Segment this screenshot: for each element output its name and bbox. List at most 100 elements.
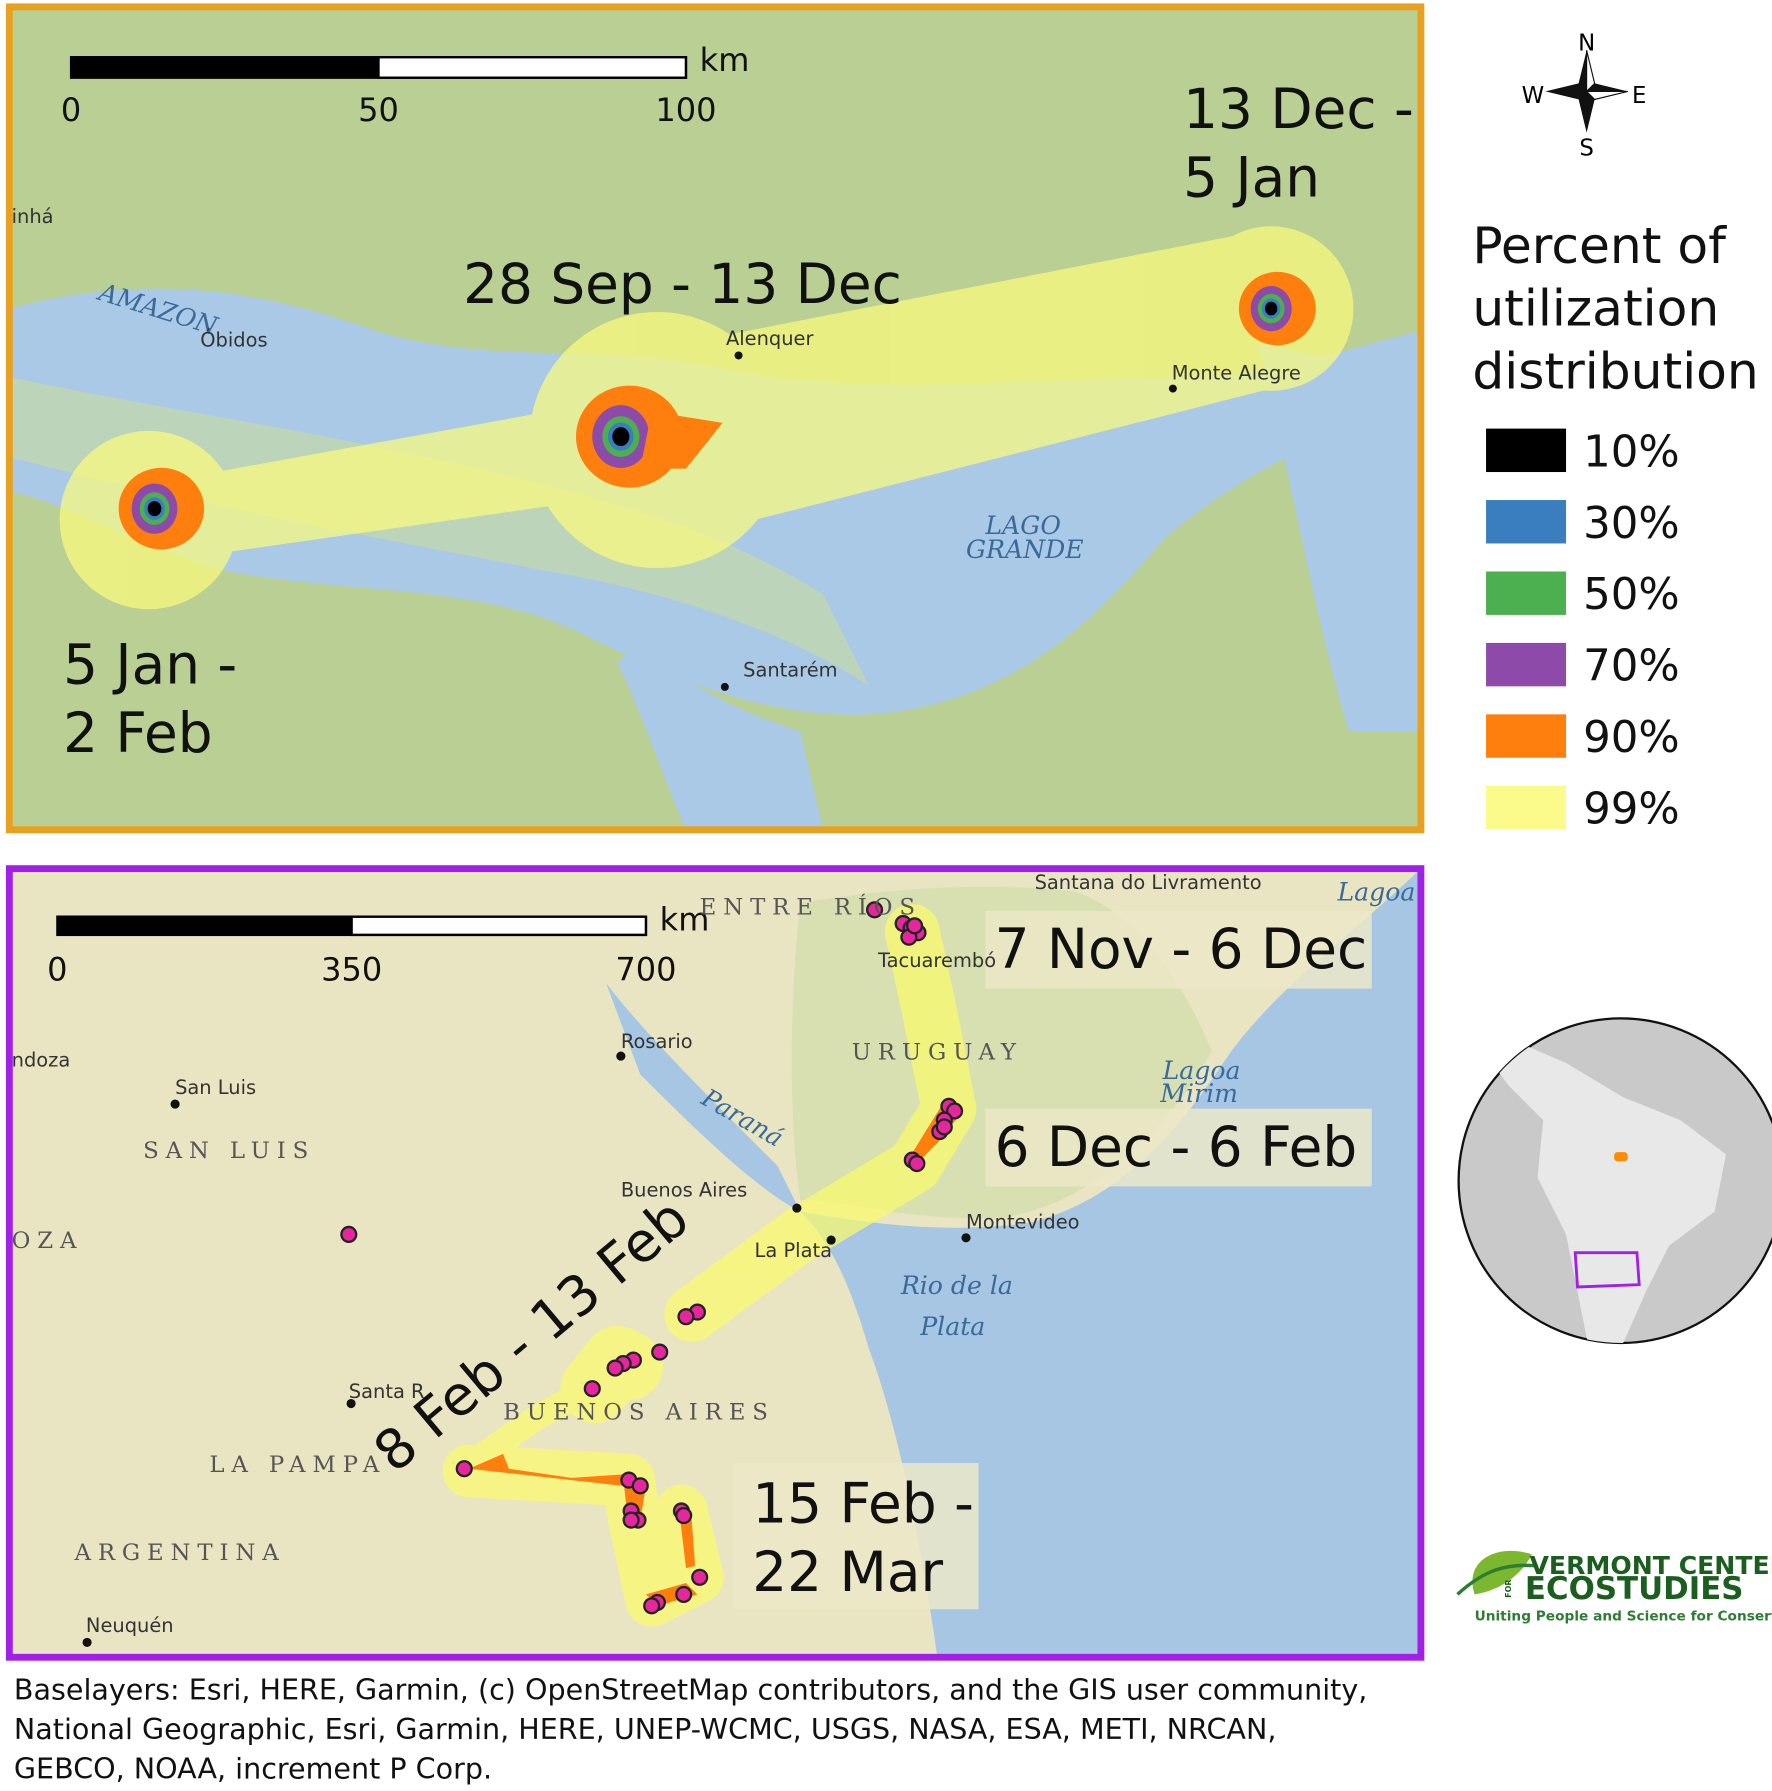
logo-swoosh (1456, 1563, 1538, 1596)
legend-title: Percent of (1472, 216, 1727, 275)
scale-label: 0 (47, 951, 67, 989)
river (1257, 342, 1421, 732)
ud-contour (612, 427, 630, 447)
period-label: 15 Feb - (752, 1471, 974, 1535)
location-point (935, 1118, 953, 1136)
ocean (800, 868, 1421, 1658)
town (346, 1398, 356, 1409)
location-point (643, 1597, 661, 1615)
ud-area (685, 228, 1272, 526)
place-label: Rio de la (900, 1271, 1013, 1300)
legend-swatch (1486, 500, 1567, 544)
logo (1456, 1550, 1538, 1596)
floodplain (9, 377, 869, 686)
location-point (906, 917, 924, 935)
ud-contour (640, 411, 723, 469)
locations (340, 901, 964, 1615)
bottom-map-locator (1573, 1251, 1641, 1289)
town (961, 1233, 971, 1243)
compass-rose (1585, 90, 1628, 101)
scale-label: 350 (321, 951, 382, 989)
legend-swatch (1486, 571, 1567, 615)
scale-bar (57, 916, 352, 935)
period-label: 5 Jan (1183, 146, 1320, 210)
place-label: Monte Alegre (1172, 361, 1301, 384)
scale-bar (377, 56, 688, 79)
label-box (985, 1108, 1372, 1187)
place-label: ndoza (12, 1048, 71, 1071)
legend-swatch (1486, 785, 1567, 830)
place-label: Santana do Livramento (1035, 871, 1262, 894)
legend-swatch (1486, 714, 1567, 758)
scale-bar (71, 57, 379, 78)
compass (1545, 50, 1628, 133)
bottom-map (9, 868, 1421, 1658)
legend-label: 30% (1583, 499, 1680, 549)
period-label: 22 Mar (752, 1540, 943, 1604)
ud-contour (1265, 301, 1278, 316)
place-label: Plata (919, 1312, 985, 1341)
compass-label: S (1579, 135, 1594, 161)
place-label: Rosario (621, 1030, 693, 1053)
town (826, 1235, 836, 1245)
place-label: Alenquer (726, 327, 814, 350)
caption-line: Baselayers: Esri, HERE, Garmin, (c) Open… (14, 1673, 1367, 1707)
compass-label: N (1578, 30, 1595, 56)
legend-label: 90% (1583, 713, 1680, 763)
place-label: Santarém (743, 659, 837, 682)
ud-cores (118, 271, 1316, 550)
ud-area (468, 1453, 624, 1486)
scale-bar (69, 56, 688, 79)
scale-label: 100 (655, 91, 716, 129)
location-point (583, 1380, 601, 1398)
legend-title: utilization (1472, 279, 1719, 338)
place-label: ARGENTINA (74, 1540, 286, 1566)
ud-area (171, 411, 572, 561)
place-label: San Luis (175, 1076, 256, 1099)
legend-title: distribution (1472, 342, 1758, 401)
scale-label: 700 (615, 951, 676, 989)
town (82, 1637, 92, 1647)
bottom-map-frame (5, 865, 1425, 1661)
scale-label: 0 (61, 91, 81, 129)
top-map (9, 6, 1421, 830)
place-label: Santa R (349, 1380, 425, 1403)
location-point (455, 1460, 473, 1478)
legend-label: 10% (1583, 427, 1680, 477)
scale-bar (350, 915, 648, 937)
logo-text: FOR (1504, 1579, 1513, 1597)
location-point (631, 1477, 649, 1495)
location-point (651, 1343, 669, 1361)
town (734, 351, 743, 360)
legend-swatch (1486, 642, 1567, 687)
legend-label: 99% (1583, 784, 1680, 834)
logo-text: VERMONT CENTER (1529, 1551, 1772, 1580)
compass-label: E (1632, 83, 1646, 109)
place-label: SAN LUIS (143, 1138, 315, 1164)
location-point (865, 901, 884, 919)
caption-line: National Geographic, Esri, Garmin, HERE,… (14, 1712, 1276, 1746)
scale-unit: km (660, 900, 710, 938)
locator-globe (1457, 1017, 1772, 1345)
legend-label: 50% (1583, 570, 1680, 620)
place-label: LA PAMPA (209, 1452, 386, 1478)
ud-area (680, 1520, 696, 1569)
legend-swatch (1486, 428, 1567, 473)
location-point (675, 1585, 693, 1603)
label-box (985, 910, 1372, 989)
place-label: OZA (12, 1228, 84, 1254)
period-label: 13 Dec - (1183, 77, 1414, 141)
place-label: Lagoa (1336, 878, 1415, 907)
place-label: Montevideo (966, 1211, 1080, 1234)
location-point (606, 1359, 624, 1377)
town (170, 1099, 180, 1109)
river (617, 640, 824, 830)
place-label: Neuquén (86, 1614, 174, 1637)
place-label: GRANDE (966, 535, 1084, 564)
period-label: 2 Feb (63, 701, 212, 765)
continent (1474, 1028, 1727, 1343)
location-point (622, 1511, 640, 1529)
town (792, 1203, 802, 1213)
compass-label: W (1522, 83, 1545, 109)
